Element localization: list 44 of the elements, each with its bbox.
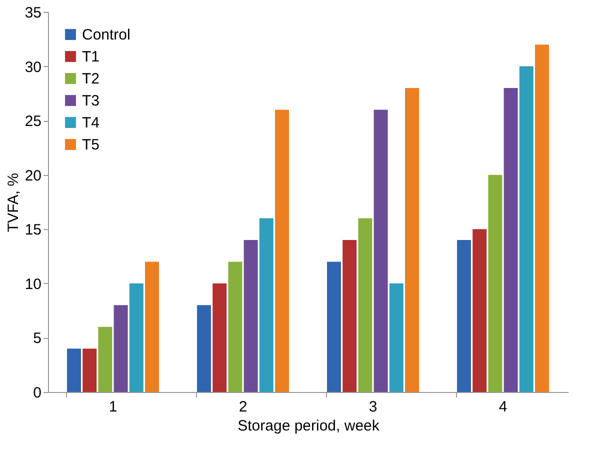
bar: [244, 240, 258, 392]
bar: [389, 283, 404, 392]
bar: [374, 110, 388, 392]
y-tick-label: 15: [24, 222, 42, 239]
y-tick-label: 0: [33, 384, 42, 402]
bar: [327, 262, 341, 392]
y-axis-title: TVFA, %: [4, 172, 22, 232]
y-tick-label: 30: [24, 58, 42, 76]
bar: [98, 326, 112, 392]
bar: [405, 88, 419, 392]
legend-label: T3: [82, 92, 100, 110]
y-tick-label: 25: [24, 113, 42, 130]
x-tick-label: 2: [238, 398, 248, 416]
y-tick-label: 10: [24, 276, 42, 293]
bar: [488, 174, 502, 392]
bar: [67, 348, 81, 392]
bar: [129, 283, 144, 392]
bar: [259, 218, 274, 392]
bar: [197, 305, 211, 392]
bar: [275, 110, 289, 392]
bar: [472, 229, 487, 392]
bar: [358, 218, 372, 392]
bar: [82, 348, 97, 392]
legend-label: T1: [82, 48, 100, 66]
x-tick-label: 4: [498, 398, 508, 416]
legend-label: Control: [82, 26, 130, 44]
y-tick-label: 5: [33, 330, 42, 348]
legend-label: T2: [82, 70, 100, 88]
legend-label: T4: [82, 114, 100, 132]
bar: [212, 283, 227, 392]
x-axis-title: Storage period, week: [238, 418, 380, 434]
legend-label: T5: [82, 136, 100, 154]
x-tick-label: 1: [108, 398, 118, 416]
bar: [519, 66, 534, 392]
bar: [535, 44, 549, 392]
x-tick-label: 3: [368, 398, 378, 416]
bar: [342, 240, 357, 392]
bar: [228, 262, 242, 392]
bar: [145, 262, 159, 392]
bar: [114, 305, 128, 392]
bar: [504, 88, 518, 392]
y-tick-label: 35: [24, 4, 42, 22]
bar: [457, 240, 471, 392]
y-tick-label: 20: [24, 167, 42, 184]
